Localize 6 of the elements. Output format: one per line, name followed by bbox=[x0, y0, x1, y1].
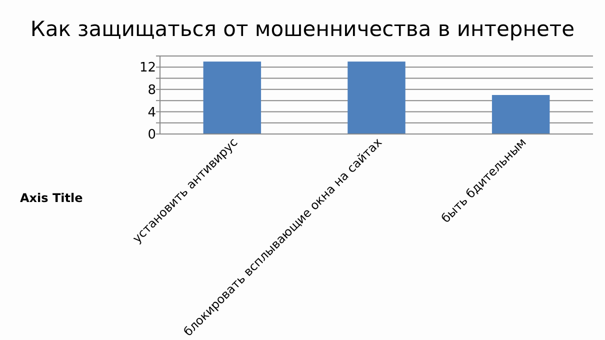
chart-title: Как защищаться от мошенничества в интернете bbox=[30, 17, 575, 41]
y-tick-label: 8 bbox=[148, 82, 156, 98]
y-axis-title: Axis Title bbox=[20, 191, 83, 205]
y-tick-label: 0 bbox=[148, 128, 156, 143]
y-tick-label: 4 bbox=[148, 105, 156, 120]
y-tick-label: 12 bbox=[139, 60, 156, 76]
